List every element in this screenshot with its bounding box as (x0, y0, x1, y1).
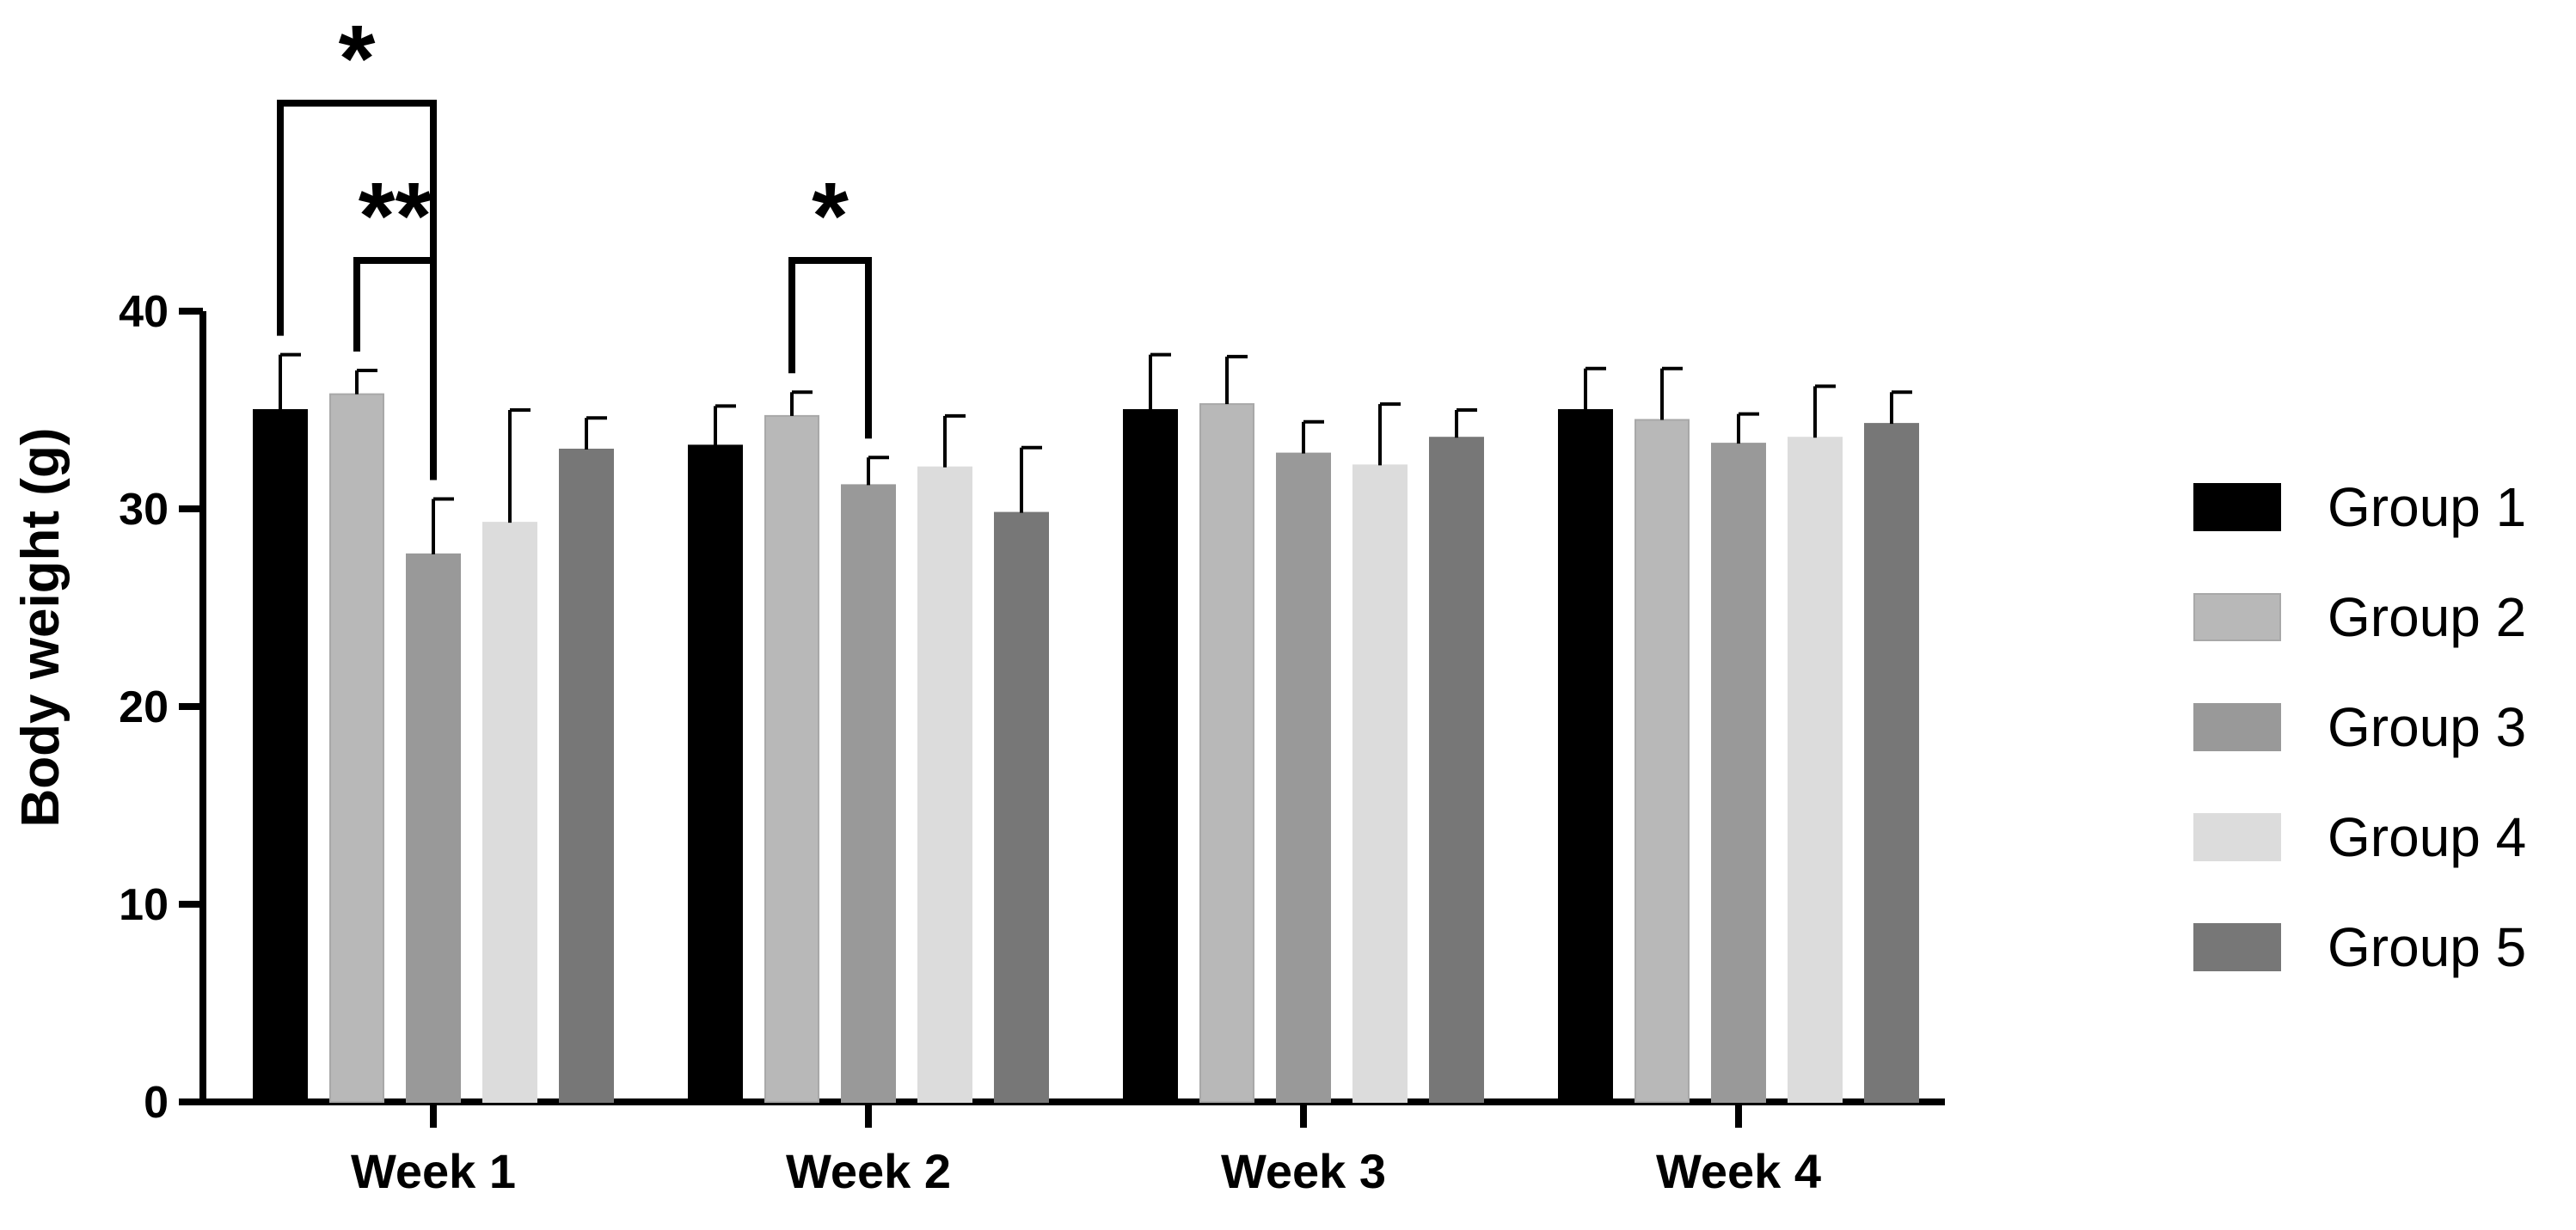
x-tick-label: Week 2 (786, 1144, 951, 1198)
error-bars (279, 352, 1912, 554)
bar-group-5-week-3 (1429, 437, 1484, 1103)
legend-label-group-5: Group 5 (2328, 916, 2526, 978)
bar-group-1-week-2 (688, 444, 743, 1103)
bar-group-5-week-4 (1864, 423, 1919, 1104)
significance-bracket (277, 100, 437, 480)
y-tick-label: 40 (119, 287, 169, 337)
y-axis-title: Body weight (g) (11, 428, 71, 828)
bar-group-5-week-2 (994, 511, 1049, 1103)
x-axis: Week 1 Week 2 Week 3 Week 4 (199, 1098, 1945, 1198)
bar-group-3-week-1 (406, 553, 461, 1103)
legend-swatch-group-1 (2193, 483, 2281, 531)
legend-label-group-2: Group 2 (2328, 586, 2526, 648)
bar-group-4-week-4 (1788, 437, 1843, 1103)
significance-label: * (339, 6, 376, 112)
significance-bracket (788, 257, 872, 439)
bar-group-4-week-2 (917, 466, 972, 1103)
legend-label-group-4: Group 4 (2328, 806, 2526, 868)
bar-group-4-week-1 (482, 522, 537, 1103)
legend-swatch-group-5 (2193, 923, 2281, 971)
legend-swatch-group-4 (2193, 813, 2281, 861)
legend: Group 1 Group 2 Group 3 Group 4 Group 5 (2193, 476, 2526, 978)
bar-group-3-week-2 (841, 484, 896, 1103)
bar-group-2-week-3 (1199, 403, 1254, 1104)
legend-swatch-group-2 (2193, 593, 2281, 641)
bar-group-2-week-2 (764, 414, 819, 1103)
significance-label: * (812, 163, 849, 269)
y-tick-label: 30 (119, 485, 169, 535)
bar-group-2-week-4 (1635, 419, 1690, 1103)
y-axis: 0 10 20 30 40 (119, 287, 206, 1128)
y-tick-label: 10 (119, 880, 169, 930)
y-tick-label: 20 (119, 682, 169, 732)
x-tick-label: Week 3 (1221, 1144, 1386, 1198)
legend-label-group-1: Group 1 (2328, 476, 2526, 538)
legend-swatch-group-3 (2193, 703, 2281, 751)
bar-group-1-week-1 (253, 409, 308, 1103)
y-tick-label: 0 (144, 1078, 169, 1128)
bar-group-1-week-4 (1558, 409, 1613, 1103)
bar-group-2-week-1 (329, 393, 384, 1104)
bar-group-3-week-3 (1276, 452, 1331, 1103)
x-tick-label: Week 4 (1656, 1144, 1821, 1198)
bar-group-5-week-1 (559, 449, 614, 1103)
bar-group-3-week-4 (1711, 443, 1766, 1103)
bars (253, 393, 1919, 1104)
bar-group-4-week-3 (1352, 464, 1408, 1103)
x-tick-label: Week 1 (351, 1144, 516, 1198)
significance-brackets: **** (277, 6, 872, 480)
legend-label-group-3: Group 3 (2328, 696, 2526, 758)
bar-group-1-week-3 (1123, 409, 1178, 1103)
significance-label: ** (359, 163, 432, 269)
